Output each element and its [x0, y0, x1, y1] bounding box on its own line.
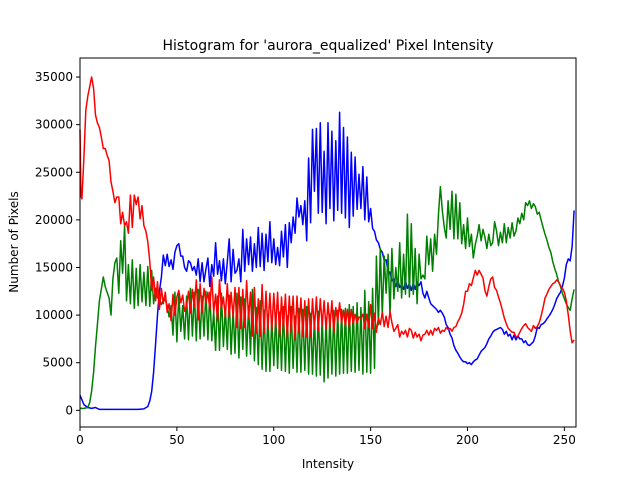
y-tick-label: 25000 [35, 165, 73, 179]
x-tick-label: 200 [456, 433, 479, 447]
y-tick-label: 15000 [35, 260, 73, 274]
series-line-3 [79, 76, 575, 344]
y-axis-label: Number of Pixels [7, 191, 21, 292]
y-tick-label: 35000 [35, 70, 73, 84]
x-tick-label: 250 [553, 433, 576, 447]
x-tick-label: 0 [76, 433, 84, 447]
y-tick-label: 5000 [42, 356, 73, 370]
x-tick-label: 100 [262, 433, 285, 447]
x-axis-ticks: 0 50 100 150 200 250 [76, 427, 576, 447]
y-tick-label: 10000 [35, 308, 73, 322]
x-axis-label: Intensity [302, 457, 354, 471]
x-tick-label: 150 [359, 433, 382, 447]
series-layer [79, 76, 575, 411]
y-axis-ticks: 0 5000 10000 15000 20000 25000 30000 35000 [35, 70, 80, 417]
y-tick-label: 30000 [35, 118, 73, 132]
y-tick-label: 0 [65, 403, 73, 417]
plot-frame [79, 57, 577, 428]
y-tick-label: 20000 [35, 213, 73, 227]
x-tick-label: 50 [169, 433, 184, 447]
chart-title: Histogram for 'aurora_equalized' Pixel I… [162, 38, 493, 54]
series-line-1 [79, 111, 575, 411]
